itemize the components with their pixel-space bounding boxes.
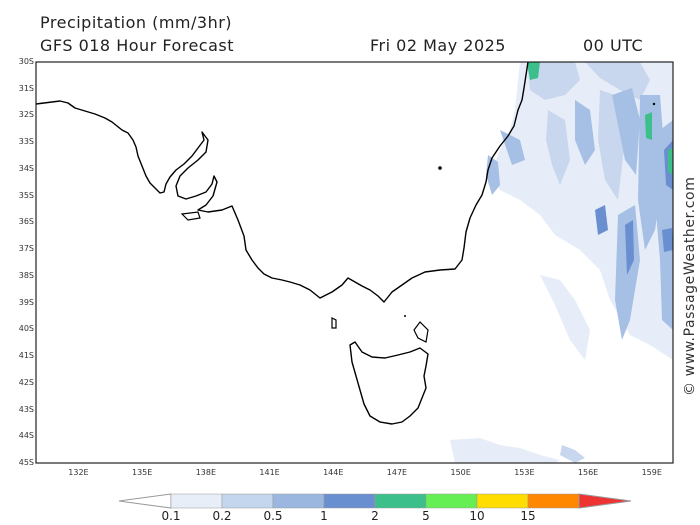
latitude-tick-label: 30S [18, 57, 34, 66]
latitude-tick-label: 40S [18, 324, 34, 334]
legend-color-swatch [272, 493, 325, 509]
forecast-subtitle: GFS 018 Hour Forecast [40, 36, 235, 55]
longitude-tick-label: 141E [259, 468, 280, 477]
latitude-tick-label: 31S [18, 83, 34, 93]
longitude-tick-label: 138E [195, 468, 217, 477]
australia-coastline [35, 61, 529, 303]
longitude-tick-label: 150E [450, 468, 471, 477]
legend-label: 1 [320, 509, 328, 523]
legend-color-swatch [323, 493, 376, 509]
latitude-tick-label: 41S [18, 351, 34, 361]
longitude-tick-label: 144E [323, 468, 344, 477]
longitude-tick-label: 156E [577, 468, 599, 477]
latitude-tick-label: 37S [18, 244, 34, 254]
latitude-tick-label: 39S [18, 297, 34, 307]
copyright-credit: © www.PassageWeather.com [682, 176, 698, 396]
legend-label: 10 [469, 509, 485, 523]
legend-label: 5 [422, 509, 430, 523]
longitude-tick-label: 135E [131, 468, 153, 477]
latitude-tick-label: 44S [18, 431, 34, 441]
legend-label: 2 [371, 509, 379, 523]
legend-color-swatch [527, 493, 580, 509]
latitude-tick-label: 36S [18, 217, 34, 227]
longitude-tick-label: 153E [514, 468, 535, 477]
latitude-tick-label: 33S [18, 137, 34, 147]
precipitation-field [450, 62, 673, 463]
legend-label: 0.1 [161, 509, 181, 523]
tasmania-coastline [349, 341, 429, 425]
legend-color-swatch [476, 493, 529, 509]
legend-colorbar [118, 493, 632, 509]
legend-label: 15 [520, 509, 536, 523]
chart-title: Precipitation (mm/3hr) [40, 13, 233, 32]
latitude-tick-label: 34S [18, 163, 34, 173]
latitude-tick-label: 38S [18, 270, 34, 280]
forecast-time: 00 UTC [583, 36, 644, 55]
legend-color-swatch [425, 493, 478, 509]
legend-max-arrow [578, 493, 632, 509]
legend-color-swatch [221, 493, 274, 509]
latitude-tick-label: 32S [18, 110, 34, 120]
legend-color-swatch [170, 493, 223, 509]
latitude-tick-label: 45S [18, 458, 34, 467]
longitude-tick-label: 132E [68, 468, 89, 477]
longitude-tick-label: 159E [641, 468, 662, 477]
latitude-tick-label: 43S [18, 404, 34, 414]
legend-color-swatch [374, 493, 427, 509]
legend-label: 0.5 [263, 509, 283, 523]
latitude-tick-label: 35S [18, 190, 34, 200]
latitude-tick-label: 42S [18, 377, 34, 387]
legend-label: 0.2 [212, 509, 232, 523]
legend-min-arrow [118, 493, 172, 509]
longitude-tick-label: 147E [386, 468, 408, 477]
forecast-date: Fri 02 May 2025 [370, 36, 506, 55]
